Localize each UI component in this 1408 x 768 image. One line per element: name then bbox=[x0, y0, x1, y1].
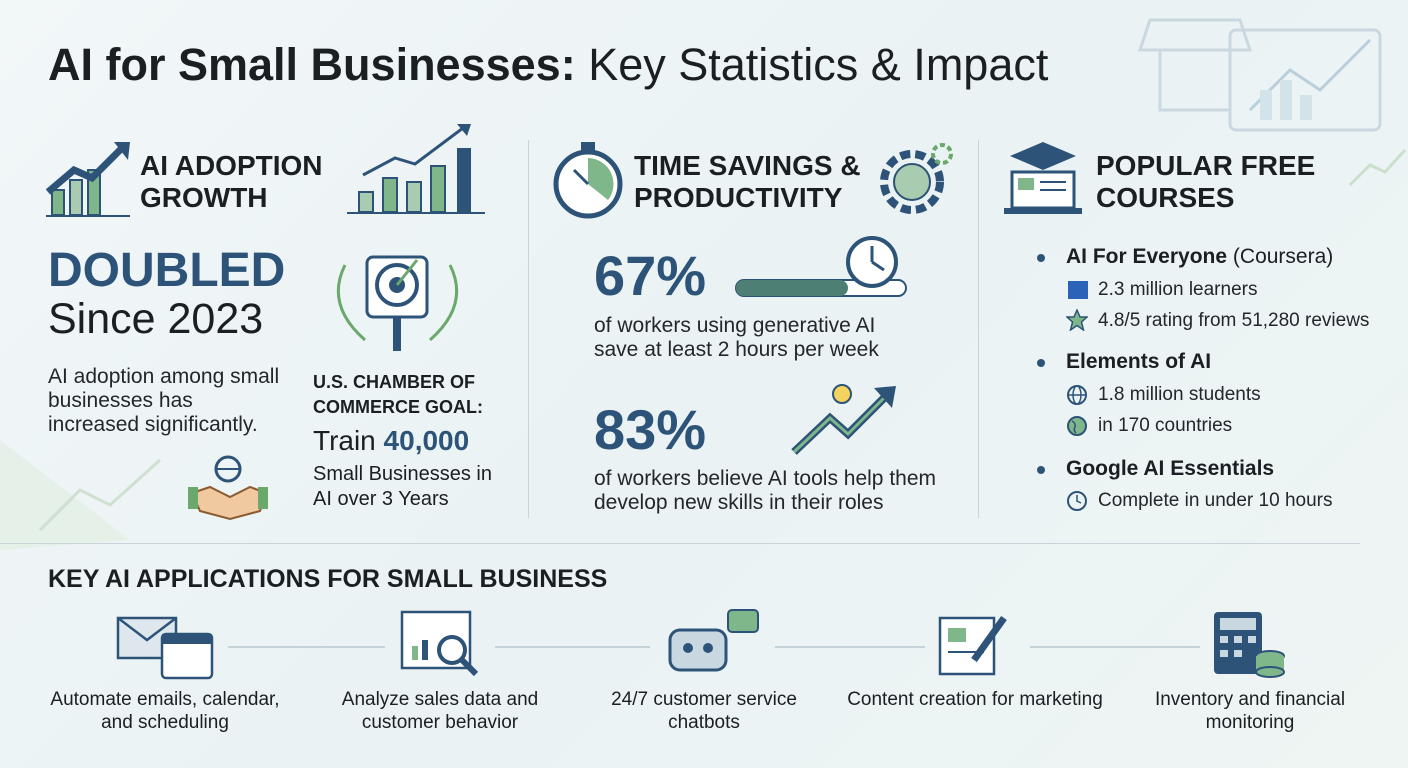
headline-sub: Since 2023 bbox=[48, 295, 264, 343]
earth-icon bbox=[1067, 416, 1087, 436]
goal: Train 40,000 bbox=[313, 424, 469, 458]
course-detail: in 170 countries bbox=[1098, 415, 1233, 436]
course-detail: Complete in under 10 hours bbox=[1098, 490, 1333, 511]
clock-icon bbox=[1067, 491, 1087, 511]
course-name: Google AI Essentials bbox=[1066, 457, 1275, 480]
application-label: 24/7 customer service chatbots bbox=[611, 689, 797, 733]
divider bbox=[528, 140, 529, 518]
target-icon bbox=[336, 255, 459, 351]
star-icon bbox=[1066, 309, 1088, 331]
course-name: Elements of AI bbox=[1066, 350, 1212, 373]
goal-number: 40,000 bbox=[383, 425, 470, 456]
section-heading: POPULAR FREE COURSES bbox=[1096, 150, 1316, 213]
stat-text: of workers believe AI tools help them de… bbox=[594, 467, 937, 514]
course-detail: 2.3 million learners bbox=[1098, 279, 1258, 300]
goal-label: U.S. CHAMBER OF COMMERCE GOAL: bbox=[313, 372, 483, 417]
divider bbox=[978, 140, 979, 518]
application-label: Content creation for marketing bbox=[847, 689, 1103, 710]
bullet bbox=[1037, 359, 1045, 367]
bullet bbox=[1037, 466, 1045, 474]
bg-decor bbox=[0, 440, 162, 550]
course-detail: 1.8 million students bbox=[1098, 384, 1261, 405]
stopwatch-icon bbox=[553, 142, 623, 219]
coursera-icon bbox=[1068, 281, 1088, 299]
headline: DOUBLED bbox=[48, 244, 286, 297]
section-heading: KEY AI APPLICATIONS FOR SMALL BUSINESS bbox=[48, 565, 608, 593]
stat-text: of workers using generative AI save at l… bbox=[594, 314, 879, 361]
stat-value: 67% bbox=[594, 244, 707, 307]
application-label: Analyze sales data and customer behavior bbox=[341, 689, 539, 733]
course-detail: 4.8/5 rating from 51,280 reviews bbox=[1098, 310, 1370, 331]
goal-verb: Train bbox=[313, 425, 376, 456]
course-name: AI For Everyone bbox=[1066, 245, 1228, 268]
divider bbox=[0, 543, 1360, 544]
bullet bbox=[1037, 254, 1045, 262]
bar-chart-icon bbox=[347, 124, 485, 214]
title-rest: Key Statistics & Impact bbox=[588, 39, 1049, 90]
progress-icon bbox=[735, 236, 907, 297]
description: AI adoption among small businesses has i… bbox=[48, 365, 280, 436]
goal-detail: Small Businesses in AI over 3 Years bbox=[313, 463, 492, 510]
title: AI for Small Businesses: Key Statistics … bbox=[48, 38, 1048, 92]
growth-icon bbox=[45, 142, 130, 217]
trend-icon bbox=[791, 384, 896, 455]
application-label: Automate emails, calendar, and schedulin… bbox=[50, 689, 280, 733]
application-icons bbox=[116, 609, 1285, 680]
section-heading: TIME SAVINGS & PRODUCTIVITY bbox=[634, 150, 861, 213]
course-provider: (Coursera) bbox=[1232, 245, 1334, 268]
globe-icon bbox=[1067, 385, 1087, 405]
course: AI For Everyone (Coursera) bbox=[1066, 245, 1333, 269]
title-bold: AI for Small Businesses: bbox=[48, 39, 576, 90]
stat-value: 83% bbox=[594, 398, 707, 461]
bg-decor bbox=[1137, 18, 1407, 187]
course-icon bbox=[1004, 142, 1082, 214]
gear-brain-icon bbox=[880, 143, 953, 214]
application-label: Inventory and financial monitoring bbox=[1154, 689, 1346, 733]
section-heading: AI ADOPTION GROWTH bbox=[140, 150, 323, 213]
handshake-icon bbox=[188, 455, 268, 521]
